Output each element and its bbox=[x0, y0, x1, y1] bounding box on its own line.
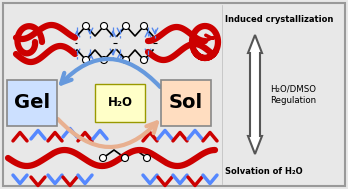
Text: Sol: Sol bbox=[169, 94, 203, 112]
FancyArrowPatch shape bbox=[58, 119, 157, 147]
Text: H₂O: H₂O bbox=[108, 97, 133, 109]
Circle shape bbox=[82, 57, 89, 64]
Circle shape bbox=[121, 154, 128, 161]
Text: Solvation of H₂O: Solvation of H₂O bbox=[225, 167, 303, 177]
FancyArrowPatch shape bbox=[61, 59, 160, 87]
Text: Induced crystallization: Induced crystallization bbox=[225, 15, 333, 25]
Circle shape bbox=[100, 154, 106, 161]
FancyBboxPatch shape bbox=[161, 80, 211, 126]
FancyBboxPatch shape bbox=[7, 80, 57, 126]
Circle shape bbox=[143, 154, 150, 161]
Text: Gel: Gel bbox=[14, 94, 50, 112]
Circle shape bbox=[122, 22, 129, 29]
Text: H₂O/DMSO
Regulation: H₂O/DMSO Regulation bbox=[270, 85, 316, 105]
FancyBboxPatch shape bbox=[95, 84, 145, 122]
Circle shape bbox=[82, 22, 89, 29]
Polygon shape bbox=[248, 35, 262, 154]
Circle shape bbox=[122, 57, 129, 64]
Circle shape bbox=[141, 22, 148, 29]
Circle shape bbox=[141, 57, 148, 64]
Circle shape bbox=[101, 22, 108, 29]
Circle shape bbox=[101, 57, 108, 64]
